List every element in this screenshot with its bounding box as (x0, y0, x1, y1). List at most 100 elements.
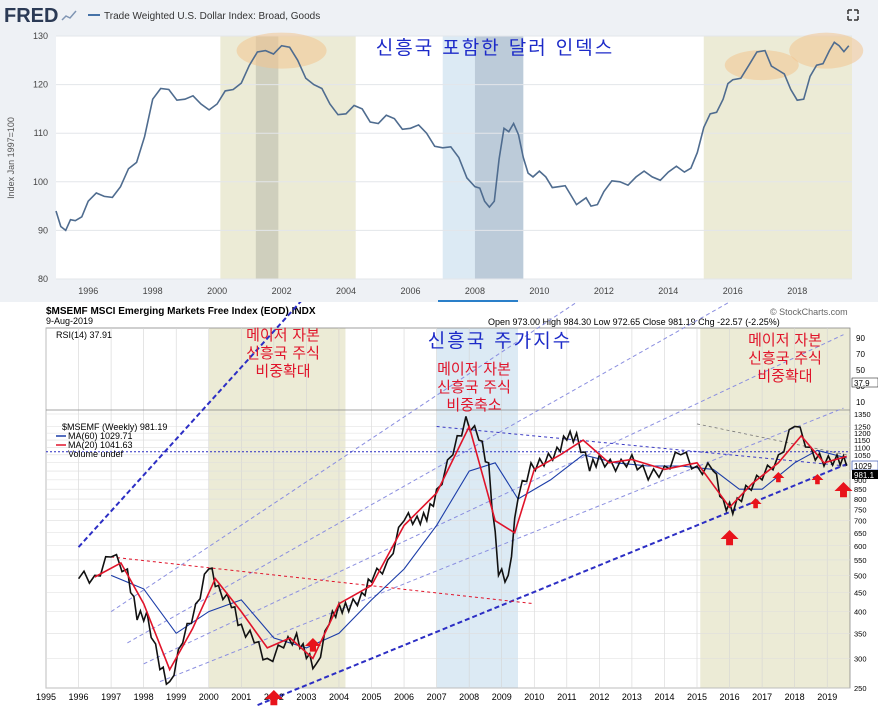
fred-y-tick: 90 (38, 225, 48, 235)
note-3-line-2: 신흥국 주식 (748, 349, 822, 367)
stock-x-tick: 2019 (817, 692, 837, 702)
fred-highlight-ellipses (236, 32, 864, 81)
stock-x-tick: 1998 (134, 692, 154, 702)
fred-panel: FRED Trade Weighted U.S. Dollar Index: B… (0, 0, 878, 305)
channel-mid-4 (159, 407, 844, 683)
rsi-tick: 50 (856, 366, 865, 375)
stock-x-tick: 2008 (459, 692, 479, 702)
fred-y-tick: 120 (33, 80, 48, 90)
fred-y-ticks: 80 90 100 110 120 130 (33, 31, 48, 284)
fred-x-tick: 2002 (272, 286, 292, 296)
price-tick: 1050 (854, 451, 871, 460)
price-tick: 1100 (854, 443, 870, 452)
stock-date: 9-Aug-2019 (46, 316, 93, 326)
fred-legend-label: Trade Weighted U.S. Dollar Index: Broad,… (104, 11, 320, 22)
note-2-line-2: 신흥국 주식 (437, 378, 511, 396)
price-tick: 300 (854, 654, 867, 663)
fred-x-tick: 2004 (336, 286, 356, 296)
price-tick: 1250 (854, 423, 871, 432)
price-tick: 650 (854, 529, 867, 538)
stock-x-tick: 2004 (329, 692, 349, 702)
fred-recession-2001 (255, 36, 279, 279)
fred-annotation: 신흥국 포함한 달러 인덱스 (376, 37, 614, 59)
note-3-line-1: 메이저 자본 (748, 331, 822, 349)
note-2-line-3: 비중축소 (446, 396, 501, 414)
price-tick: 450 (854, 588, 867, 597)
stock-x-tick: 2013 (622, 692, 642, 702)
fred-x-tick: 2016 (723, 286, 743, 296)
price-tick: 1350 (854, 410, 871, 419)
rsi-value: 37.9 (854, 379, 870, 388)
stock-x-tick: 1995 (36, 692, 56, 702)
ma60-line (110, 449, 847, 649)
price-tag-1: 1029 (854, 462, 872, 471)
stock-x-tick: 1999 (166, 692, 186, 702)
arrow-2003 (304, 638, 321, 652)
legend-ma60: MA(60) 1029.71 (68, 431, 133, 441)
note-1-line-1: 메이저 자본 (246, 326, 320, 344)
fred-x-tick: 2012 (594, 286, 614, 296)
price-tick: 250 (854, 684, 867, 693)
stock-x-tick: 2007 (427, 692, 447, 702)
stock-shade-0 (208, 328, 346, 688)
stock-x-ticks: 1995199619971998199920002001200220032004… (36, 692, 837, 702)
stock-annotation-title: 신흥국 주가지수 (428, 330, 572, 352)
price-tick: 550 (854, 556, 867, 565)
rsi-value-tag (851, 377, 878, 388)
arrow-2018 (811, 474, 824, 485)
price-tick: 500 (854, 571, 867, 580)
fred-chart: FRED Trade Weighted U.S. Dollar Index: B… (4, 5, 864, 305)
fred-x-tick: 2008 (465, 286, 485, 296)
stock-legend: $MSEMF (Weekly) 981.19 MA(60) 1029.71 MA… (56, 422, 167, 459)
fred-y-tick: 110 (34, 128, 48, 138)
fred-x-tick: 2010 (529, 286, 549, 296)
fred-x-tick: 1998 (143, 286, 163, 296)
stock-x-tick: 1996 (69, 692, 89, 702)
fred-x-tick: 2000 (207, 286, 227, 296)
fred-logo[interactable]: FRED (4, 5, 58, 27)
rsi-tick: 90 (856, 334, 865, 343)
price-tick: 850 (854, 485, 867, 494)
legend-ma20: MA(20) 1041.63 (68, 440, 133, 450)
stock-x-tick: 2010 (524, 692, 544, 702)
note-1-line-3: 비중확대 (255, 362, 310, 380)
stock-x-tick: 2014 (654, 692, 674, 702)
arrow-2002 (264, 690, 283, 706)
note-3-line-3: 비중확대 (757, 367, 812, 385)
price-tick: 900 (854, 476, 867, 485)
arrow-2016b (749, 498, 762, 509)
stock-credit: © StockCharts.com (770, 307, 848, 317)
price-tag-2: 981.1 (854, 471, 875, 480)
highlight-ellipse-2 (789, 32, 864, 69)
price-tag-2-bg (852, 470, 878, 479)
channel-upper (77, 0, 575, 548)
fred-x-tick: 2014 (658, 286, 678, 296)
stock-x-tick: 2017 (752, 692, 772, 702)
stock-x-tick: 2006 (394, 692, 414, 702)
fred-gridlines (56, 35, 852, 280)
legend-main: $MSEMF (Weekly) 981.19 (62, 422, 167, 432)
stock-shading-group (208, 328, 850, 688)
expand-icon[interactable] (847, 9, 859, 21)
price-line (77, 416, 848, 686)
stock-ohlc: Open 973.00 High 984.30 Low 972.65 Close… (488, 317, 780, 327)
fred-x-tick: 1996 (78, 286, 98, 296)
note-1: 메이저 자본 신흥국 주식 비중확대 (246, 326, 320, 380)
stock-gridlines (45, 328, 850, 689)
rsi-tick: 70 (856, 350, 865, 359)
fred-x-tick: 2006 (400, 286, 420, 296)
stock-chart: $MSEMF MSCI Emerging Markets Free Index … (36, 0, 878, 707)
fred-y-tick: 80 (38, 274, 48, 284)
rsi-ticks: 9070503010 (856, 334, 865, 407)
stock-x-tick: 2009 (492, 692, 512, 702)
channel-lower (257, 461, 851, 707)
price-axis-ticks: 1350125012001150110010501000950900850800… (854, 410, 871, 693)
price-tick: 750 (854, 506, 867, 515)
arrow-markers (264, 472, 853, 706)
stock-x-tick: 2012 (589, 692, 609, 702)
stock-x-tick: 2016 (720, 692, 740, 702)
note-1-line-2: 신흥국 주식 (246, 344, 320, 362)
stock-x-tick: 2005 (361, 692, 381, 702)
fred-y-tick: 100 (33, 177, 48, 187)
